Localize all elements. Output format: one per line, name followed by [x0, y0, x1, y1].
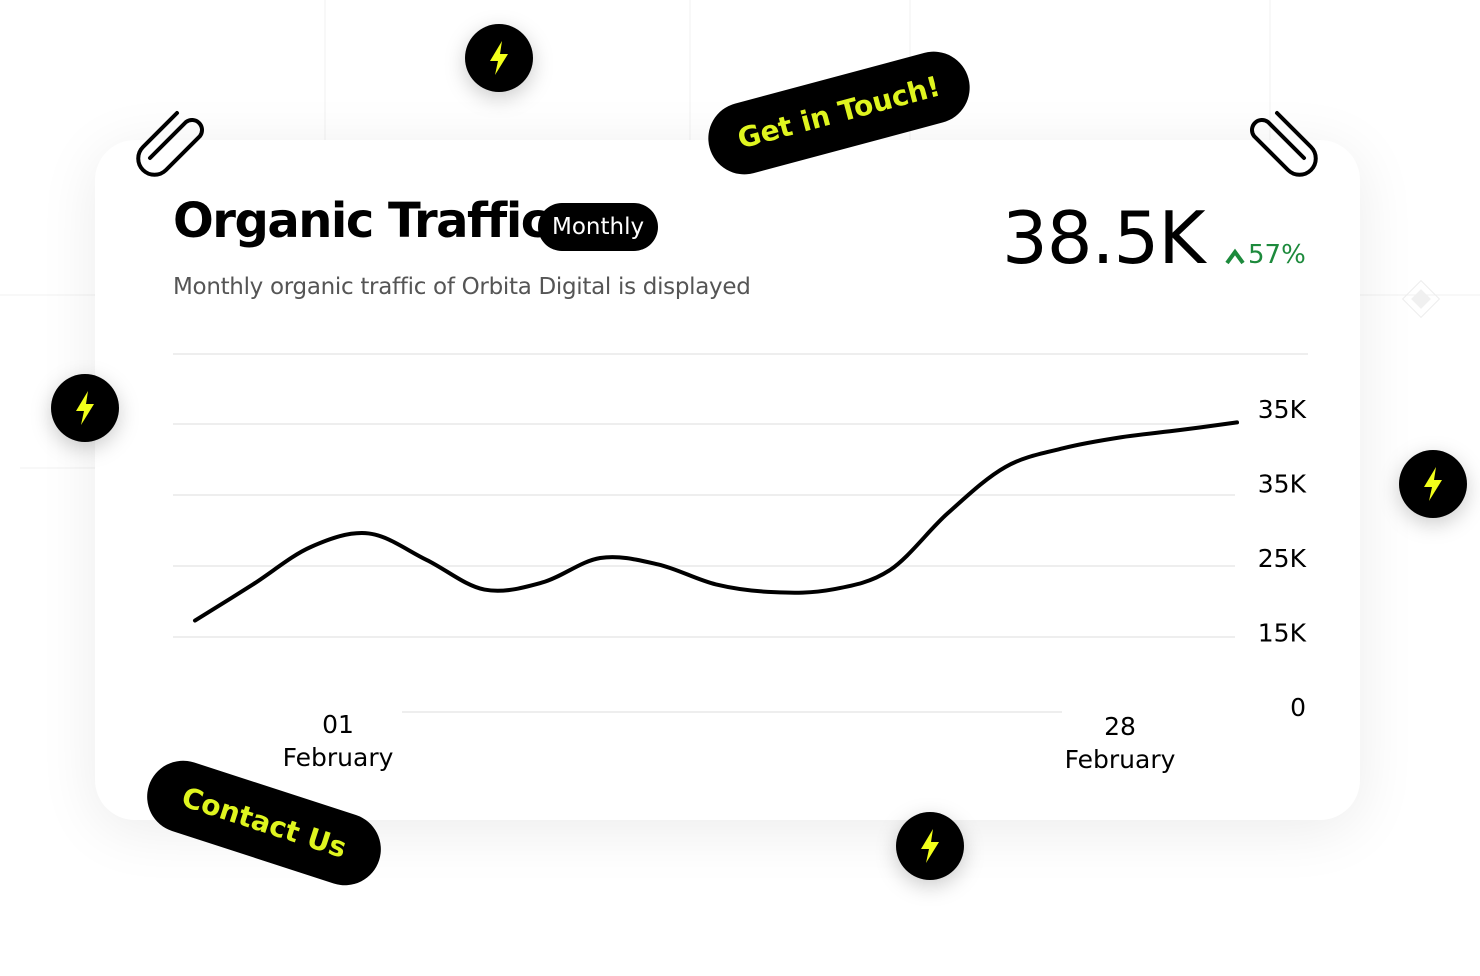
y-tick-label: 35K: [1258, 470, 1307, 499]
x-label-month: February: [282, 743, 394, 772]
y-tick-label: 0: [1290, 693, 1306, 722]
x-label-month: February: [1064, 745, 1176, 774]
badge[interactable]: Monthly: [538, 203, 659, 251]
title: Organic Traffic: [173, 193, 549, 249]
grid-lines: [173, 353, 1308, 713]
traffic-line: [193, 420, 1239, 623]
y-tick-label: 15K: [1258, 619, 1307, 648]
up-arrow: [1225, 248, 1245, 265]
card: [95, 140, 1360, 820]
x-label: 01 February: [238, 708, 438, 774]
x-label: 28 February: [1020, 710, 1220, 776]
change-value: 57%: [1248, 240, 1306, 270]
y-tick-label: 25K: [1258, 544, 1307, 573]
total-value: 38.5K: [1002, 196, 1206, 280]
subtitle: Monthly organic traffic of Orbita Digita…: [173, 274, 751, 300]
x-label-day: 01: [322, 710, 354, 739]
x-label-day: 28: [1104, 712, 1136, 741]
y-tick-label: 35K: [1258, 395, 1307, 424]
